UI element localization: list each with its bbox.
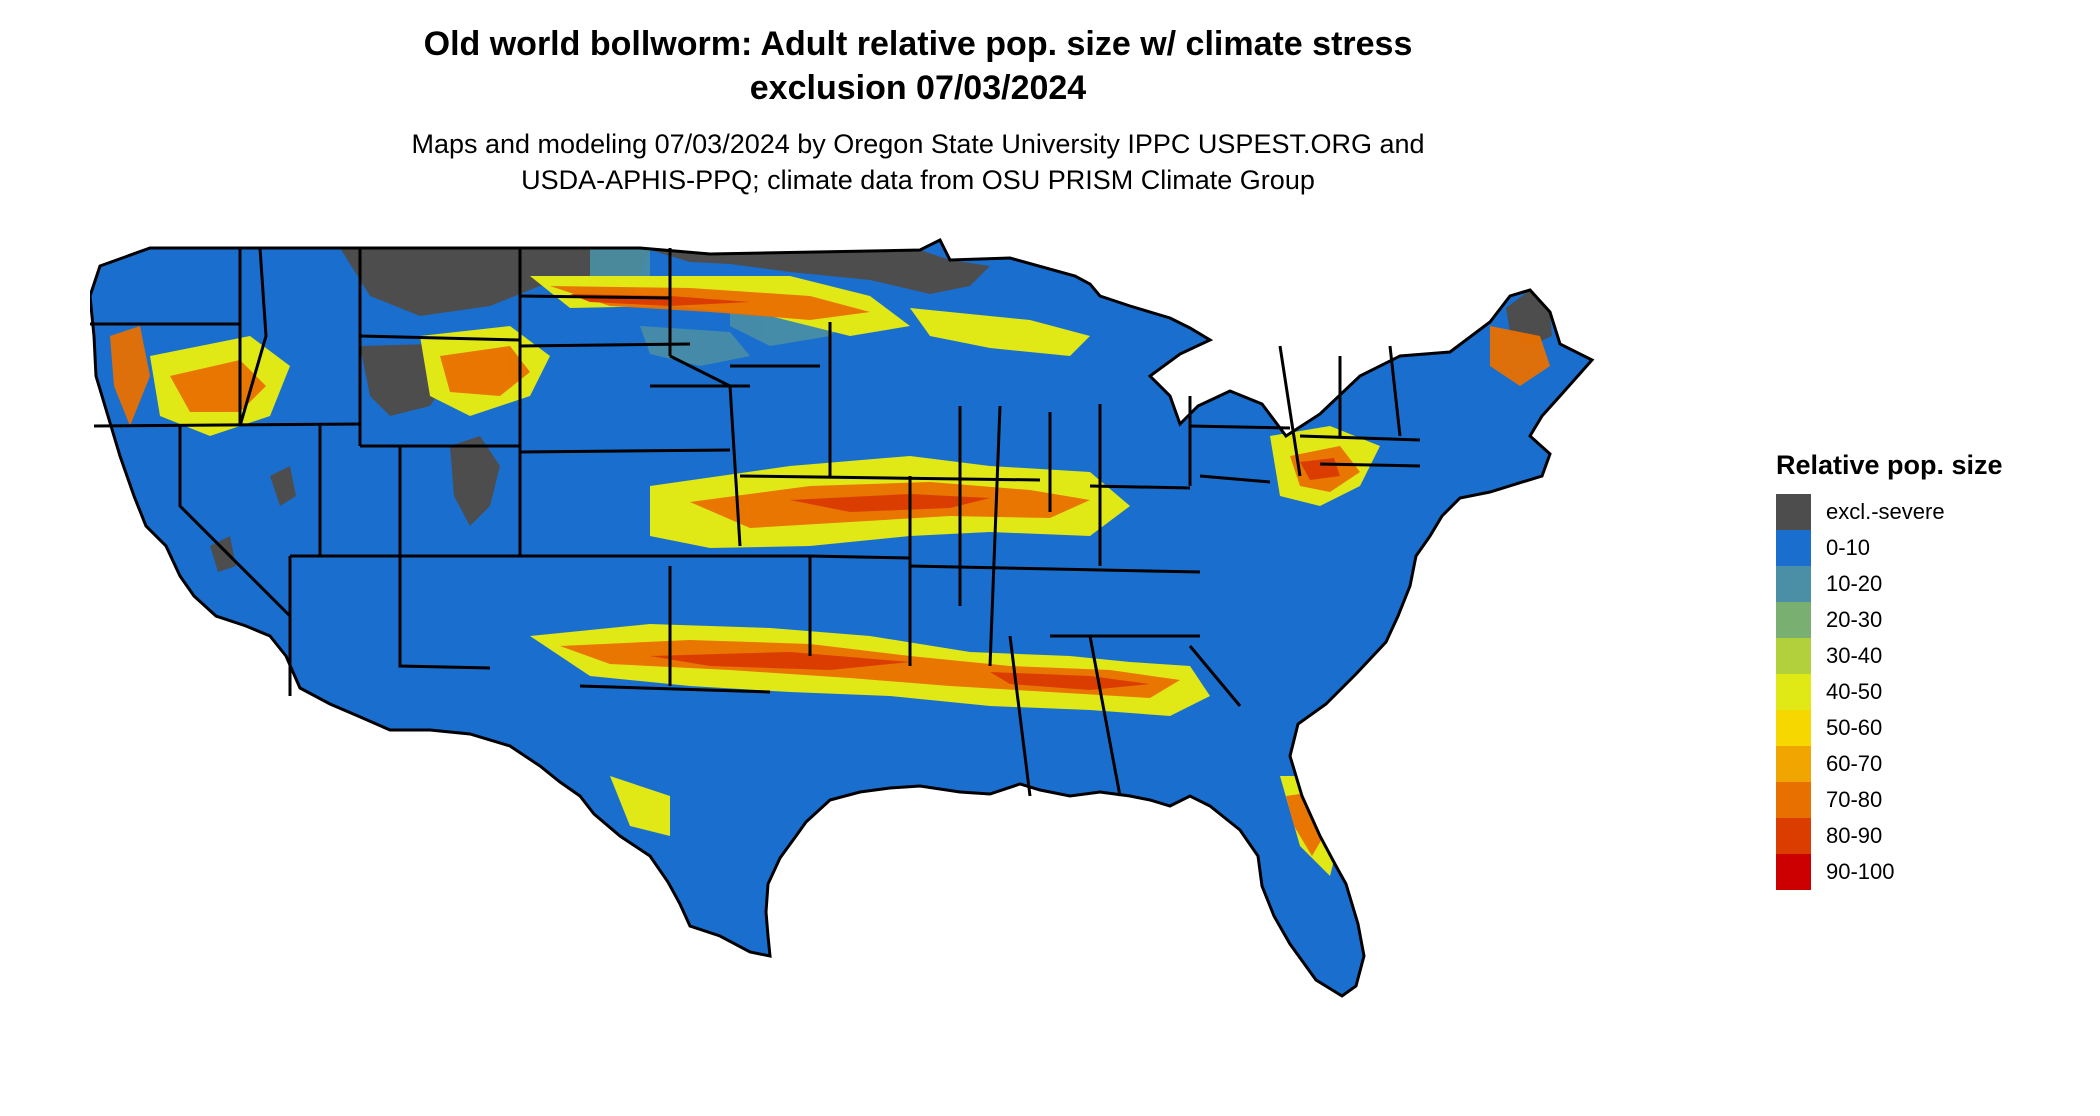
map-header: Old world bollworm: Adult relative pop. … bbox=[0, 22, 1836, 198]
legend-swatch bbox=[1776, 746, 1811, 782]
legend-label: 90-100 bbox=[1826, 859, 1895, 884]
title-line-2: exclusion 07/03/2024 bbox=[749, 69, 1087, 107]
climate-layer bbox=[110, 248, 1552, 876]
subtitle-line-2: USDA-APHIS-PPQ; climate data from OSU PR… bbox=[521, 165, 1315, 195]
legend-item: 40-50 bbox=[1776, 674, 2076, 710]
legend-swatch bbox=[1776, 566, 1811, 602]
legend-title: Relative pop. size bbox=[1776, 450, 2003, 480]
legend-item: 50-60 bbox=[1776, 710, 2076, 746]
legend-item: 30-40 bbox=[1776, 638, 2076, 674]
title-line-1: Old world bollworm: Adult relative pop. … bbox=[423, 25, 1413, 63]
legend-swatch bbox=[1776, 530, 1811, 566]
legend-label: 60-70 bbox=[1826, 751, 1883, 776]
subtitle-line-1: Maps and modeling 07/03/2024 by Oregon S… bbox=[411, 129, 1425, 159]
map-subtitle: Maps and modeling 07/03/2024 by Oregon S… bbox=[0, 126, 1836, 198]
legend-label: 10-20 bbox=[1826, 571, 1883, 596]
legend-label: excl.-severe bbox=[1826, 499, 1945, 524]
legend-item: excl.-severe bbox=[1776, 494, 2076, 530]
legend-swatch bbox=[1776, 818, 1811, 854]
us-map bbox=[90, 236, 1750, 1116]
legend-label: 0-10 bbox=[1826, 535, 1871, 560]
us-map-svg bbox=[90, 238, 1594, 998]
map-title: Old world bollworm: Adult relative pop. … bbox=[0, 22, 1836, 110]
legend-label: 70-80 bbox=[1826, 787, 1883, 812]
legend-swatch bbox=[1776, 854, 1811, 890]
legend-swatch bbox=[1776, 638, 1811, 674]
legend-item: 90-100 bbox=[1776, 854, 2076, 890]
state-borders bbox=[90, 238, 1594, 998]
legend-label: 80-90 bbox=[1826, 823, 1883, 848]
legend-label: 50-60 bbox=[1826, 715, 1883, 740]
legend-label: 40-50 bbox=[1826, 679, 1883, 704]
legend-swatch bbox=[1776, 674, 1811, 710]
legend-swatch bbox=[1776, 494, 1811, 530]
map-legend: Relative pop. size excl.-severe 0-10 10-20… bbox=[1776, 448, 2076, 890]
legend-item: 60-70 bbox=[1776, 746, 2076, 782]
legend-label: 20-30 bbox=[1826, 607, 1883, 632]
legend-items: excl.-severe 0-10 10-20 20-30 30-40 40-50 50-6… bbox=[1776, 494, 2076, 890]
legend-swatch bbox=[1776, 782, 1811, 818]
legend-item: 70-80 bbox=[1776, 782, 2076, 818]
legend-item: 20-30 bbox=[1776, 602, 2076, 638]
legend-item: 10-20 bbox=[1776, 566, 2076, 602]
us-land-base bbox=[90, 240, 1592, 996]
legend-swatch bbox=[1776, 710, 1811, 746]
legend-item: 0-10 bbox=[1776, 530, 2076, 566]
legend-label: 30-40 bbox=[1826, 643, 1883, 668]
legend-item: 80-90 bbox=[1776, 818, 2076, 854]
legend-swatch bbox=[1776, 602, 1811, 638]
